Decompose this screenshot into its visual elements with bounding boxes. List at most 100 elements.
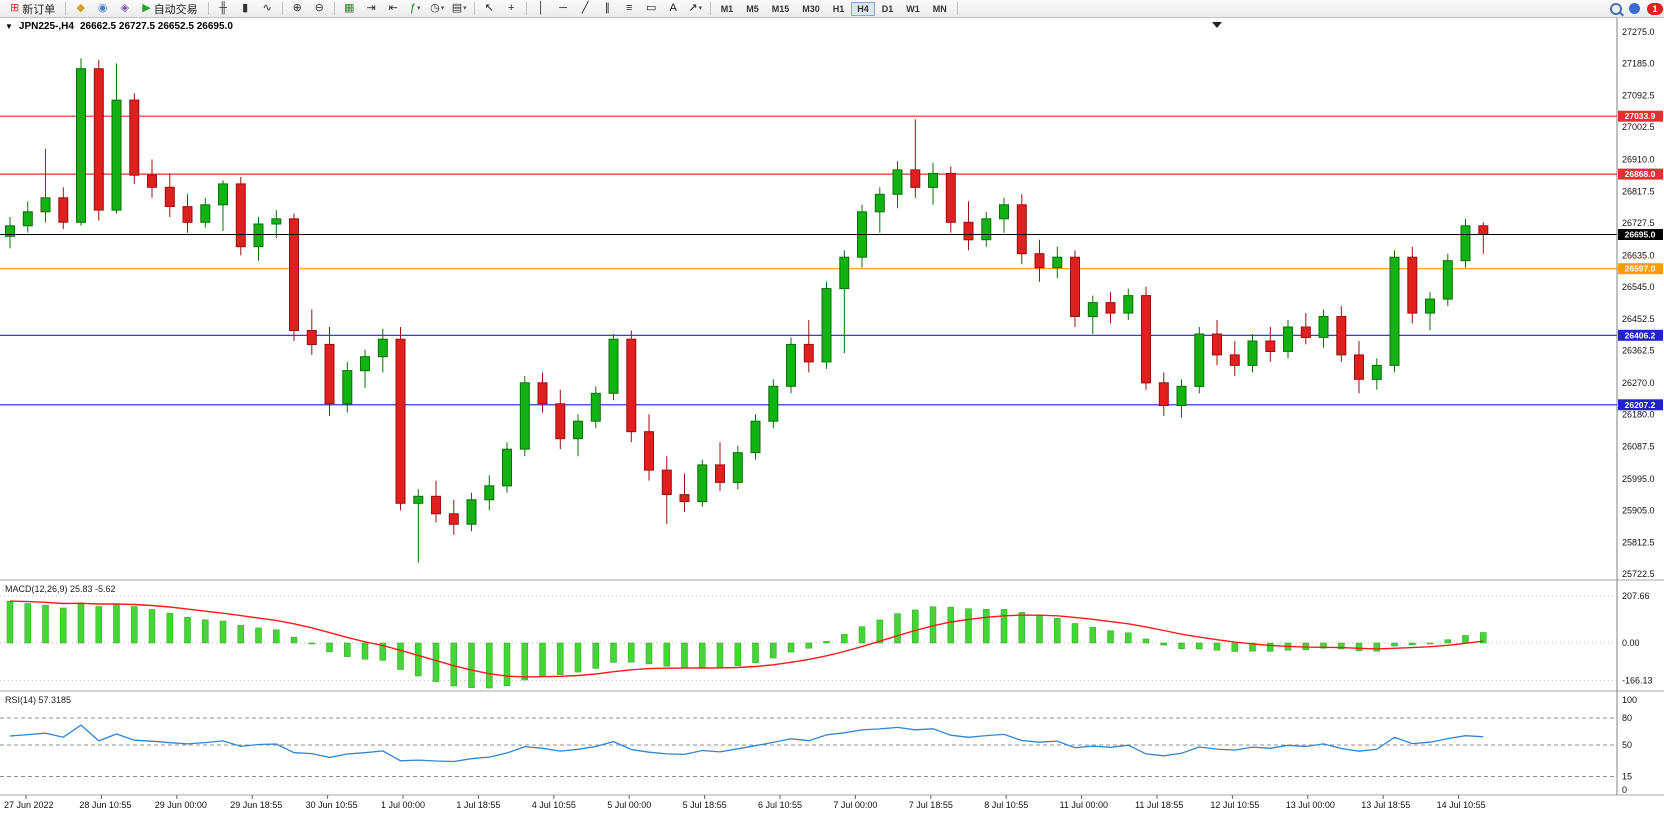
community-icon[interactable] bbox=[1629, 3, 1640, 14]
svg-text:0: 0 bbox=[1622, 785, 1627, 795]
svg-text:11 Jul 18:55: 11 Jul 18:55 bbox=[1135, 800, 1183, 810]
svg-text:28 Jun 10:55: 28 Jun 10:55 bbox=[79, 800, 131, 810]
toolbar-separator bbox=[709, 2, 711, 15]
candlestick-chart-icon[interactable]: ▮ bbox=[235, 0, 256, 17]
svg-text:14 Jul 10:55: 14 Jul 10:55 bbox=[1437, 800, 1486, 810]
svg-text:27 Jun 2022: 27 Jun 2022 bbox=[4, 800, 54, 810]
candlestick-series bbox=[5, 58, 1489, 563]
svg-text:26180.0: 26180.0 bbox=[1622, 409, 1655, 419]
text-icon[interactable]: A bbox=[663, 0, 684, 17]
timeframe-m15-button[interactable]: M15 bbox=[771, 3, 790, 14]
chart-window[interactable]: 27275.0 27185.0 27092.5 27002.5 26910.0 26817… bbox=[0, 18, 1664, 830]
rsi-axis[interactable]: 100 80 50 15 0 bbox=[1622, 695, 1637, 795]
fibonacci-icon[interactable]: ≡ bbox=[619, 0, 640, 17]
trendline-icon[interactable]: ╱ bbox=[575, 0, 596, 17]
market-watch-icon-glyph: ◉ bbox=[97, 2, 108, 14]
toolbar-separator bbox=[473, 2, 475, 15]
time-axis[interactable]: 27 Jun 2022 28 Jun 10:55 29 Jun 00:00 29 Ju… bbox=[4, 795, 1486, 810]
arrows-icon-caret: ▾ bbox=[698, 5, 703, 12]
svg-text:26452.5: 26452.5 bbox=[1622, 314, 1655, 324]
svg-text:5 Jul 00:00: 5 Jul 00:00 bbox=[607, 800, 651, 810]
crosshair-icon[interactable]: + bbox=[501, 0, 522, 17]
svg-text:26207.2: 26207.2 bbox=[1625, 400, 1656, 410]
auto-scroll-icon[interactable]: ⇥ bbox=[361, 0, 382, 17]
periods-icon[interactable]: ◷ ▾ bbox=[427, 0, 448, 17]
channel-icon[interactable]: ∥ bbox=[597, 0, 618, 17]
navigator-icon[interactable]: ◈ bbox=[114, 0, 135, 17]
templates-icon[interactable]: ▤ ▾ bbox=[449, 0, 470, 17]
timeframe-m1-button[interactable]: M1 bbox=[720, 3, 734, 14]
svg-text:8 Jul 10:55: 8 Jul 10:55 bbox=[984, 800, 1028, 810]
search-icon[interactable] bbox=[1610, 2, 1622, 15]
horizontal-line-icon[interactable]: ─ bbox=[553, 0, 574, 17]
shapes-icon[interactable]: ▭ bbox=[641, 0, 662, 17]
timeframe-mn-button[interactable]: MN bbox=[932, 3, 947, 14]
periods-icon-caret: ▾ bbox=[440, 5, 445, 12]
zoom-in-icon[interactable]: ⊕ bbox=[287, 0, 308, 17]
auto-scroll-icon-glyph: ⇥ bbox=[366, 2, 376, 14]
timeframe-w1-button[interactable]: W1 bbox=[906, 3, 920, 14]
bar-chart-icon-glyph: ╫ bbox=[219, 2, 228, 14]
svg-text:25905.0: 25905.0 bbox=[1622, 505, 1655, 515]
timeframe-m30-button[interactable]: M30 bbox=[802, 3, 820, 14]
macd-signal-line bbox=[9, 600, 1484, 678]
svg-text:27275.0: 27275.0 bbox=[1622, 27, 1655, 37]
svg-text:27033.9: 27033.9 bbox=[1625, 111, 1656, 121]
market-watch-icon[interactable]: ◉ bbox=[92, 0, 113, 17]
horizontal-line-icon-glyph: ─ bbox=[559, 2, 568, 14]
macd-panel bbox=[0, 595, 1617, 689]
chart-shift-marker[interactable] bbox=[1212, 22, 1222, 28]
autotrading-button[interactable]: ▶ 自动交易 bbox=[136, 0, 203, 17]
new-order-button-glyph: ⊞ bbox=[10, 2, 20, 14]
rsi-indicator-label: RSI(14) 57.3185 bbox=[5, 695, 72, 705]
zoom-out-icon[interactable]: ⊖ bbox=[309, 0, 330, 17]
zoom-in-icon-glyph: ⊕ bbox=[292, 2, 302, 14]
svg-text:26406.2: 26406.2 bbox=[1625, 330, 1656, 340]
svg-text:50: 50 bbox=[1622, 740, 1632, 750]
tile-windows-icon[interactable]: ▦ bbox=[339, 0, 360, 17]
new-order-button-label: 新订单 bbox=[22, 3, 56, 16]
timeframe-m5-button[interactable]: M5 bbox=[746, 3, 759, 14]
svg-text:26695.0: 26695.0 bbox=[1625, 230, 1656, 240]
price-axis[interactable]: 27275.0 27185.0 27092.5 27002.5 26910.0 26817… bbox=[1622, 27, 1655, 579]
svg-text:25812.5: 25812.5 bbox=[1622, 538, 1655, 548]
bar-chart-icon[interactable]: ╫ bbox=[213, 0, 234, 17]
one-click-trading-arrow[interactable]: ▼ bbox=[5, 22, 13, 31]
arrows-icon-glyph: ↗ bbox=[688, 2, 698, 14]
notification-badge[interactable]: 1 bbox=[1647, 2, 1663, 15]
metaeditor-icon[interactable]: ◆ bbox=[70, 0, 91, 17]
price-tag bbox=[1618, 329, 1663, 341]
candlestick-chart-icon-glyph: ▮ bbox=[242, 2, 249, 14]
timeframe-d1-button[interactable]: D1 bbox=[881, 3, 894, 14]
svg-text:27185.0: 27185.0 bbox=[1622, 58, 1655, 68]
chart-symbol-period: JPN225-,H4 bbox=[18, 21, 74, 32]
price-tag bbox=[1618, 168, 1663, 180]
line-chart-icon[interactable]: ∿ bbox=[257, 0, 278, 17]
toolbar-separator bbox=[333, 2, 335, 15]
navigator-icon-glyph: ◈ bbox=[120, 2, 129, 14]
timeframe-h1-button[interactable]: H1 bbox=[832, 3, 845, 14]
svg-text:25722.5: 25722.5 bbox=[1622, 569, 1655, 579]
autotrading-button-glyph: ▶ bbox=[142, 2, 151, 14]
svg-text:-166.13: -166.13 bbox=[1622, 676, 1653, 686]
arrows-icon[interactable]: ↗ ▾ bbox=[685, 0, 706, 17]
vertical-line-icon[interactable]: │ bbox=[531, 0, 552, 17]
line-chart-icon-glyph: ∿ bbox=[262, 2, 272, 14]
cursor-icon-glyph: ↖ bbox=[484, 2, 494, 14]
channel-icon-glyph: ∥ bbox=[604, 2, 610, 14]
macd-axis[interactable]: 207.66 0.00 -166.13 bbox=[1622, 591, 1653, 686]
tile-windows-icon-glyph: ▦ bbox=[343, 2, 355, 14]
svg-text:26910.0: 26910.0 bbox=[1622, 154, 1655, 164]
indicators-icon[interactable]: ƒ ▾ bbox=[405, 0, 426, 17]
toolbar-separator bbox=[525, 2, 527, 15]
chart-shift-icon[interactable]: ⇤ bbox=[383, 0, 404, 17]
svg-text:1 Jul 18:55: 1 Jul 18:55 bbox=[456, 800, 500, 810]
periods-icon-glyph: ◷ bbox=[430, 2, 440, 14]
svg-text:27002.5: 27002.5 bbox=[1622, 122, 1655, 132]
svg-text:26817.5: 26817.5 bbox=[1622, 187, 1655, 197]
price-chart[interactable]: 27275.0 27185.0 27092.5 27002.5 26910.0 26817… bbox=[0, 18, 1664, 830]
timeframe-h4-button[interactable]: H4 bbox=[851, 1, 875, 16]
new-order-button[interactable]: ⊞ 新订单 bbox=[4, 0, 61, 17]
cursor-icon[interactable]: ↖ bbox=[479, 0, 500, 17]
